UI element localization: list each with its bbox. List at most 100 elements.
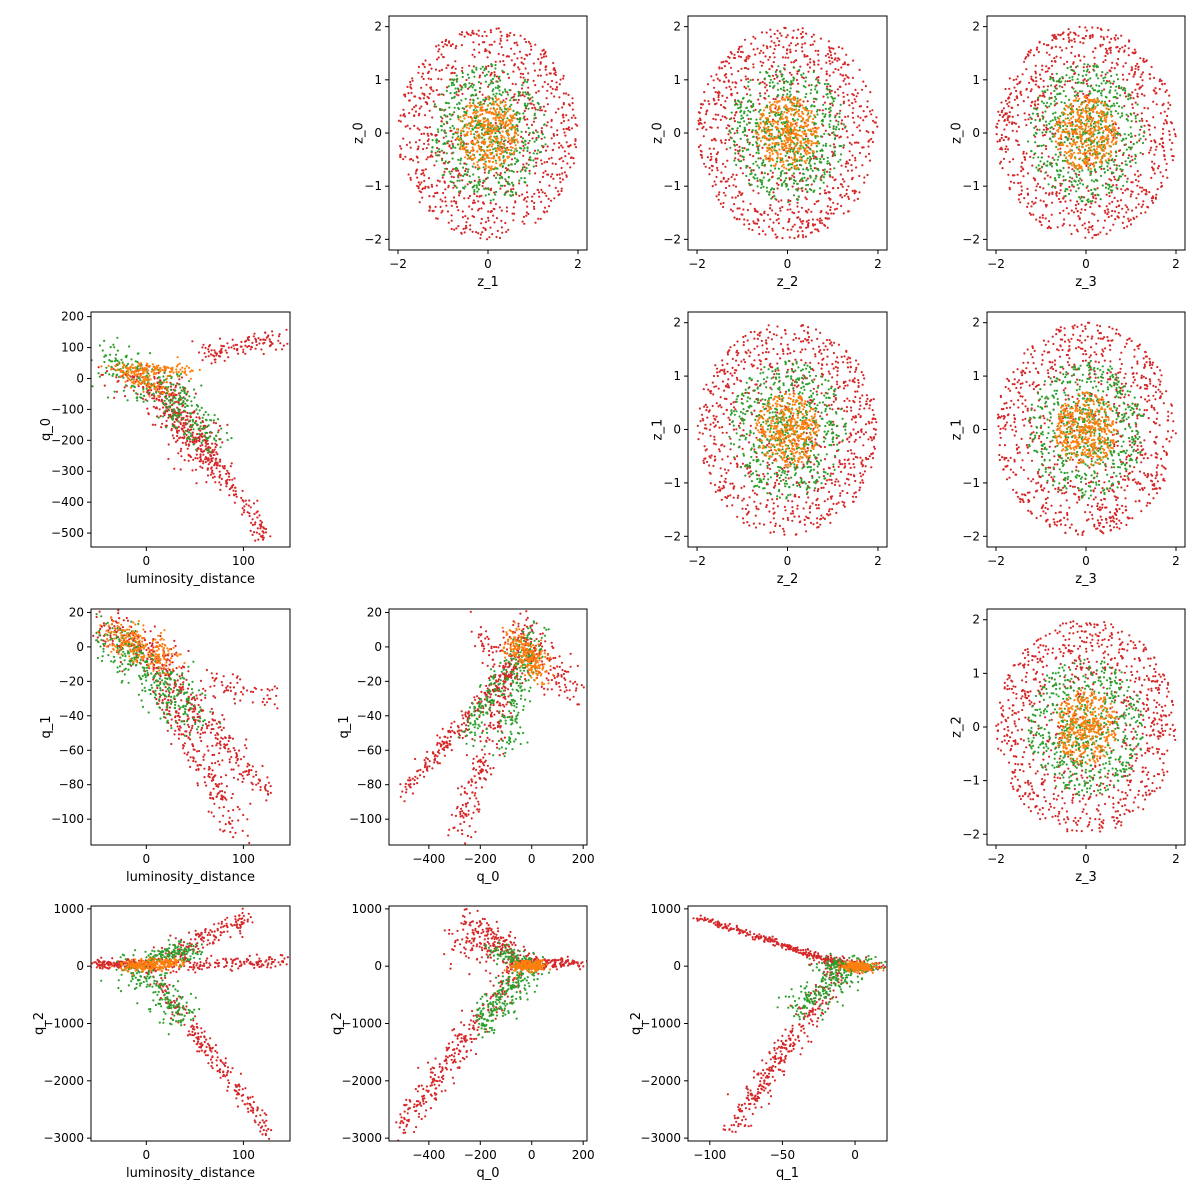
data-point [490, 72, 493, 76]
data-point [854, 100, 857, 103]
data-point [773, 100, 776, 103]
data-point [848, 104, 851, 107]
data-point [745, 78, 748, 81]
data-point [499, 79, 502, 82]
data-point [492, 93, 495, 96]
data-point [554, 88, 557, 91]
data-point [510, 163, 513, 166]
data-point [528, 93, 531, 96]
data-point [559, 78, 562, 81]
data-point [772, 137, 775, 140]
data-point [786, 138, 789, 141]
data-point [479, 159, 482, 162]
data-point [488, 143, 491, 146]
data-point [793, 112, 797, 115]
data-point [726, 159, 729, 162]
data-point [736, 50, 740, 54]
data-point [1015, 89, 1018, 93]
data-point [511, 126, 514, 129]
data-point [1043, 133, 1046, 137]
data-point [787, 200, 790, 204]
data-point [771, 118, 775, 121]
data-point [1124, 189, 1127, 192]
data-point [738, 106, 742, 109]
data-point [1041, 216, 1044, 219]
data-point [823, 223, 826, 226]
data-point [786, 93, 789, 96]
data-point [453, 127, 456, 130]
data-point [841, 196, 844, 199]
data-point [729, 131, 732, 134]
data-point [488, 83, 491, 86]
data-point [562, 92, 565, 95]
data-point [796, 129, 800, 132]
data-point [536, 131, 539, 134]
data-point [438, 48, 441, 51]
data-point [495, 126, 499, 130]
data-point [800, 206, 804, 209]
data-point [802, 236, 805, 239]
data-point [790, 156, 793, 159]
data-point [748, 143, 751, 146]
data-point [804, 188, 807, 191]
data-point [766, 122, 769, 125]
data-point [847, 162, 850, 165]
data-point [863, 176, 866, 179]
data-point [776, 121, 779, 124]
data-point [833, 137, 837, 141]
data-point [825, 61, 828, 64]
data-point [473, 110, 476, 113]
data-point [796, 104, 800, 107]
data-point [745, 93, 749, 96]
data-point [792, 194, 796, 197]
data-point [404, 155, 407, 158]
y-tick-label: −2 [663, 232, 681, 246]
data-point [525, 200, 528, 203]
data-point [451, 181, 454, 184]
data-point [1048, 53, 1051, 56]
data-point [1008, 111, 1011, 114]
data-point [512, 109, 515, 112]
data-point [816, 113, 819, 116]
data-point [470, 117, 473, 120]
data-point [540, 188, 543, 191]
data-point [416, 176, 419, 179]
data-point [1128, 39, 1131, 42]
data-point [516, 129, 519, 132]
data-point [1069, 189, 1072, 192]
data-point [1129, 218, 1132, 221]
data-point [521, 166, 525, 169]
data-point [739, 50, 743, 53]
data-point [717, 193, 720, 196]
data-point [493, 75, 496, 78]
data-point [768, 225, 771, 228]
data-point [775, 236, 778, 239]
data-point [487, 85, 490, 88]
data-point [1115, 164, 1118, 167]
data-point [1129, 195, 1132, 198]
data-point [1002, 107, 1006, 110]
data-point [809, 174, 812, 177]
data-point [1031, 100, 1034, 103]
data-point [1127, 220, 1131, 223]
data-point [1116, 199, 1119, 203]
data-point [421, 62, 424, 66]
data-point [537, 217, 540, 220]
data-point [495, 75, 499, 78]
data-point [1155, 193, 1158, 196]
data-point [468, 175, 471, 178]
data-point [728, 129, 731, 132]
data-point [1010, 106, 1013, 109]
data-point [537, 58, 540, 61]
data-point [748, 179, 751, 182]
data-point [1126, 78, 1129, 81]
data-point [525, 53, 528, 56]
data-point [487, 193, 490, 196]
data-point [766, 117, 770, 120]
data-point [754, 122, 757, 125]
data-point [518, 182, 521, 185]
data-point [564, 134, 567, 137]
data-point [813, 167, 816, 170]
data-point [827, 83, 830, 86]
data-point [519, 170, 522, 173]
